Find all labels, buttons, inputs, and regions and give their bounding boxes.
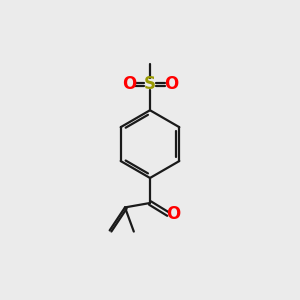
Text: O: O	[122, 75, 136, 93]
Text: S: S	[144, 75, 156, 93]
Text: O: O	[164, 75, 178, 93]
Text: O: O	[167, 205, 181, 223]
